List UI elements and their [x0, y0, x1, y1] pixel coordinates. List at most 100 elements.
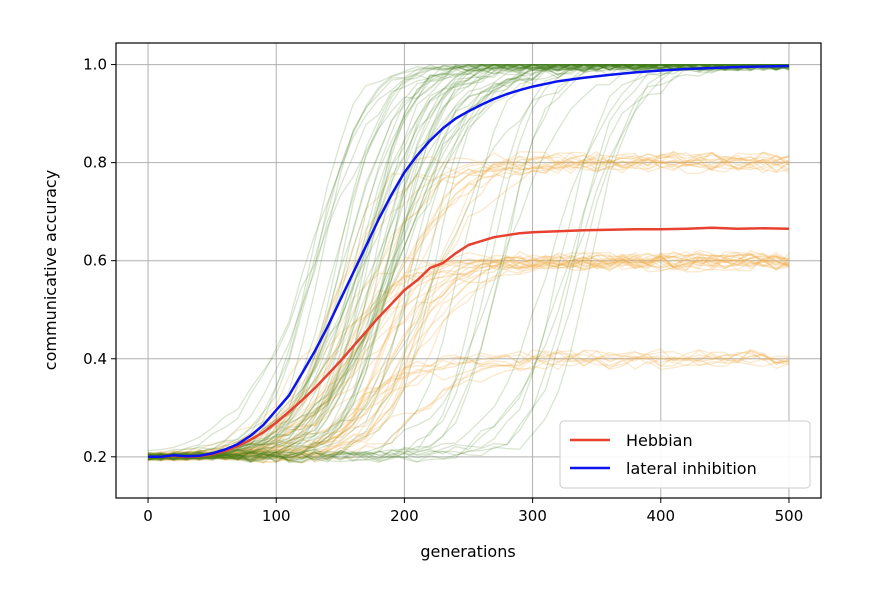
orange-run-line — [147, 252, 790, 462]
green-run-line — [147, 63, 790, 460]
green-run-line — [147, 63, 790, 464]
x-axis-label: generations — [420, 542, 515, 561]
orange-run-line — [147, 251, 790, 462]
green-run-line — [147, 63, 790, 460]
green-run-line — [148, 63, 789, 461]
orange-run-line — [147, 352, 790, 462]
green-run-line — [147, 63, 789, 461]
green-run-line — [147, 63, 790, 458]
x-tick-label: 500 — [775, 507, 804, 525]
green-run-line — [147, 63, 790, 461]
orange-run-line — [147, 347, 790, 464]
green-run-line — [147, 63, 790, 464]
green-run-line — [147, 63, 790, 459]
series-line-hebbian — [148, 226, 790, 459]
orange-run-line — [147, 151, 790, 461]
green-run-line — [147, 63, 789, 463]
orange-run-line — [147, 158, 790, 458]
x-tick-label: 0 — [143, 507, 153, 525]
y-tick-label: 0.2 — [83, 448, 107, 466]
green-run-line — [147, 63, 790, 459]
orange-run-line — [147, 152, 790, 458]
orange-run-line — [147, 354, 790, 462]
green-run-line — [147, 63, 789, 463]
orange-run-line — [147, 251, 790, 460]
green-run-line — [147, 63, 789, 459]
orange-run-line — [147, 252, 790, 462]
green-run-line — [147, 63, 790, 460]
orange-run-line — [147, 253, 790, 461]
green-run-line — [147, 63, 789, 458]
x-tick-label: 200 — [390, 507, 419, 525]
green-run-line — [147, 63, 789, 462]
y-axis-label: communicative accuracy — [41, 170, 60, 370]
orange-run-line — [147, 249, 790, 464]
x-tick-label: 300 — [518, 507, 547, 525]
green-run-line — [147, 63, 790, 461]
orange-run-line — [147, 257, 790, 459]
green-run-line — [147, 63, 790, 452]
x-tick-label: 400 — [646, 507, 675, 525]
orange-run-line — [147, 256, 790, 461]
green-run-line — [147, 63, 790, 461]
green-run-line — [147, 63, 790, 457]
orange-run-line — [147, 250, 790, 459]
green-run-line — [147, 63, 790, 461]
green-run-line — [147, 63, 789, 460]
orange-run-line — [147, 351, 790, 461]
green-run-line — [147, 63, 790, 460]
orange-run-line — [147, 152, 790, 457]
green-run-line — [147, 63, 790, 458]
orange-run-line — [147, 155, 790, 464]
orange-run-line — [147, 256, 790, 460]
orange-run-line — [147, 254, 790, 462]
green-run-line — [147, 63, 789, 462]
green-run-line — [147, 63, 790, 463]
green-run-line — [147, 63, 790, 462]
orange-run-line — [147, 156, 790, 461]
orange-run-line — [147, 256, 790, 461]
orange-run-line — [147, 150, 790, 462]
green-run-line — [147, 63, 790, 460]
green-run-line — [147, 63, 790, 459]
green-run-line — [148, 63, 790, 464]
green-run-line — [147, 63, 789, 456]
orange-run-line — [147, 260, 790, 461]
orange-run-line — [147, 158, 790, 460]
green-run-line — [147, 63, 789, 463]
green-run-line — [147, 63, 790, 462]
orange-run-line — [147, 156, 790, 462]
orange-run-line — [147, 159, 790, 461]
x-tick-label: 100 — [262, 507, 291, 525]
green-run-line — [147, 63, 790, 458]
orange-run-line — [147, 161, 790, 460]
green-run-line — [147, 63, 789, 460]
orange-run-line — [147, 349, 790, 461]
green-run-line — [147, 63, 790, 461]
series-line-lateral-inhibition — [148, 64, 790, 459]
y-tick-label: 0.8 — [83, 154, 107, 172]
orange-run-line — [147, 151, 790, 459]
legend-label-lateral-inhibition: lateral inhibition — [626, 459, 757, 478]
orange-run-line — [147, 256, 790, 461]
series-lines — [148, 64, 790, 459]
y-tick-label: 1.0 — [83, 56, 107, 74]
orange-run-line — [147, 256, 790, 459]
orange-run-line — [147, 358, 790, 460]
axis-ticks: 0 100 200 300 400 500 0.2 0.4 0.6 0.8 1.0 — [83, 56, 803, 525]
legend-box — [559, 420, 811, 489]
orange-run-line — [147, 157, 790, 461]
green-run-line — [147, 63, 790, 461]
orange-run-line — [147, 349, 790, 462]
green-run-line — [147, 63, 789, 458]
green-run-line — [147, 63, 790, 460]
green-run-line — [147, 63, 790, 464]
grid — [116, 43, 821, 498]
green-run-line — [147, 63, 789, 463]
orange-run-line — [147, 355, 790, 461]
orange-run-line — [147, 151, 790, 463]
y-tick-label: 0.4 — [83, 350, 107, 368]
orange-run-line — [147, 255, 790, 463]
